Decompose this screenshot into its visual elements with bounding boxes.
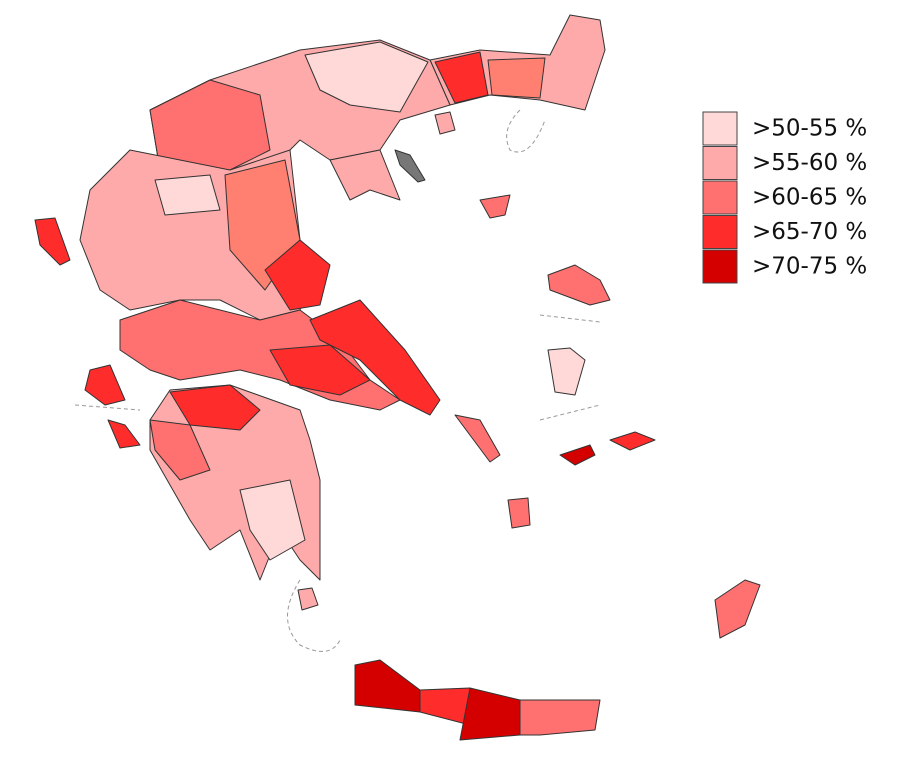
region [304,41,429,113]
legend-swatch [702,249,738,284]
legend-swatch [702,146,738,180]
region [519,699,601,736]
region [149,79,271,171]
legend-swatch [702,111,738,146]
sea-border [539,314,601,323]
region [354,659,421,713]
island [547,347,586,396]
island [479,194,511,219]
island [84,364,126,406]
region [269,344,371,396]
island [507,497,531,529]
island [547,264,611,306]
region [459,687,521,741]
region [487,57,546,99]
legend: >50-55 % >55-60 % >60-65 % >65-70 % >70-75 % [702,111,867,284]
sea-border [287,579,341,652]
sea-border [539,404,601,421]
legend-label: >55-60 % [752,150,867,176]
sea-border [506,109,546,153]
region [419,687,471,726]
island [714,579,761,639]
legend-label: >65-70 % [752,219,867,245]
region [309,299,441,416]
region [169,384,261,431]
island [559,444,596,466]
regions [34,14,761,741]
region [149,419,211,481]
legend-label: >60-65 % [752,185,867,211]
island [34,217,71,266]
legend-swatch [702,180,738,215]
region [394,149,426,183]
legend-label: >50-55 % [752,116,867,142]
island [454,414,501,463]
region [329,149,401,201]
sea-borders [74,109,601,652]
region [434,51,489,104]
island [297,587,319,611]
sea-border [74,404,141,411]
region [264,239,331,311]
island [107,419,141,449]
island [434,111,456,135]
region [239,479,306,561]
legend-swatch [702,215,738,249]
region [154,174,221,216]
island [609,431,656,451]
legend-label: >70-75 % [752,254,867,280]
